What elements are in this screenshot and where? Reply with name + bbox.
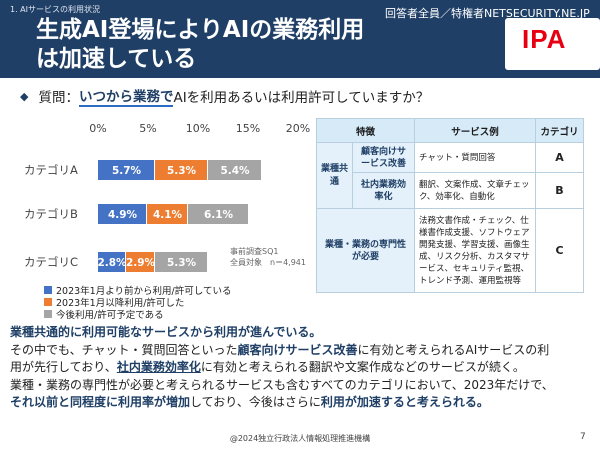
legend-label: 2023年1月より前から利用/許可している [56,286,232,297]
legend-item: 2023年1月より前から利用/許可している [44,284,232,297]
service-table: 特徴 サービス例 カテゴリ 業種共通 顧客向けサービス改善 チャット・質問回答 … [316,118,584,293]
question-suffix: AIを利用あるいは利用許可していますか？ [173,90,430,106]
summary-line-4: 業種・業務の専門性が必要と考えられるサービスも含むすべてのカテゴリにおいて、20… [10,377,590,395]
summary-emphasis: 利用が加速すると考えられる。 [320,395,489,409]
header-service-example: サービス例 [414,118,536,143]
bar-segment [147,204,187,224]
legend-label: 今後利用/許可予定である [56,310,164,321]
question-emphasis: いつから業務で [78,85,174,107]
example-cell: 法務文書作成・チェック、仕様書作成支援、ソフトウェア開発支援、学習支援、画像生成… [414,208,536,293]
bar-segment [98,252,125,272]
question: ◆ 質問： いつから業務で AIを利用あるいは利用許可していますか？ [20,85,430,107]
legend-label: 2023年1月以降利用/許可した [56,298,185,309]
question-prefix: 質問： [38,90,79,106]
data-label: 2.8% [97,257,127,269]
bar-segment [126,252,154,272]
x-tick-label: 10% [186,122,210,135]
summary-text-part: に有効と考えられるAIサービスの利 [357,342,550,357]
stacked-bar-chart: 0% 5% 10% 15% 20% カテゴリA 5.7% 5.3% 5.4% カテゴリB 4.9% 4… [0,112,310,286]
summary-text: 業種共通的に利用可能なサービスから利用が進んでいる。 その中でも、チャット・質問… [10,324,590,412]
summary-line-5: それ以前と同程度に利用率が増加しており、今後はさらに利用が加速すると考えられる。 [10,394,590,412]
summary-text-part: 業種・業務の専門性が必要と考えられるサービスも含むすべてのカテゴリにおいて、20… [10,377,554,392]
survey-note-line1: 事前調査SQ1 [230,247,279,256]
data-label: 5.7% [112,165,142,177]
summary-emphasis: 顧客向けサービス改善 [237,342,358,357]
example-cell: 翻訳、文案作成、文章チェック、効率化、自動化 [414,172,536,209]
legend-swatch-blue [44,286,52,294]
x-tick-label: 0% [89,122,106,135]
x-tick-label: 15% [236,122,260,135]
legend-item: 2023年1月以降利用/許可した [44,296,231,309]
table-row: 社内業務効率化 翻訳、文案作成、文章チェック、効率化、自動化 B [317,172,584,209]
bar-segment [98,204,146,224]
data-label: 6.1% [204,209,234,221]
summary-text-part: に有効と考えられる翻訳や文案作成などのサービスが続く。 [200,360,525,374]
data-label: 5.4% [220,165,250,177]
data-label: 4.9% [108,209,138,221]
diamond-bullet-icon: ◆ [20,89,29,103]
table-header-row: 特徴 サービス例 カテゴリ [316,118,584,143]
category-label: カテゴリC [24,255,78,269]
section-label: 1. AIサービスの利用状況 [10,5,101,14]
x-tick-label: 5% [139,122,156,135]
feature-cell: 顧客向けサービス改善 [352,142,415,173]
category-label: カテゴリB [24,207,78,221]
table-row: 業種・業務の専門性が必要 法務文書作成・チェック、仕様書作成支援、ソフトウェア開… [316,208,584,293]
slide-title: 生成AI登場によりAIの業務利用は加速している [36,17,365,72]
category-cell: A [535,142,584,173]
bar-segment [188,204,248,224]
survey-note-line2: 全員対象 n＝4,941 [230,258,306,267]
logo-background [505,18,600,70]
service-table-wrap: 特徴 サービス例 カテゴリ 業種共通 顧客向けサービス改善 チャット・質問回答 … [316,118,584,293]
footer-copyright: @2024独立行政法人情報処理推進機構 [229,434,371,443]
data-label: 5.3% [167,165,197,177]
summary-lead: 業種共通的に利用可能なサービスから利用が進んでいる。 [10,325,322,339]
bar-segment [208,160,261,180]
example-cell: チャット・質問回答 [414,142,536,173]
category-cell: B [535,172,584,209]
data-label: 4.1% [153,209,183,221]
chart-legend: 2023年1月より前から利用/許可している 2023年1月以降利用/許可した 今… [44,284,232,321]
summary-line-2: その中でも、チャット・質問回答といった顧客向けサービス改善に有効と考えられるAI… [10,342,590,360]
watermark-text: 回答者全員／特権者NETSECURITY.NE.JP [385,7,590,20]
feature-cell: 業種・業務の専門性が必要 [316,208,415,293]
summary-text-part: 用が先行しており、 [10,360,117,374]
summary-line-1: 業種共通的に利用可能なサービスから利用が進んでいる。 [10,324,590,342]
bar-segment [98,160,154,180]
header-category: カテゴリ [535,118,584,143]
survey-note: 事前調査SQ1 全員対象 n＝4,941 [230,246,306,268]
bar-segment [155,252,207,272]
group-common: 業種共通 [316,142,353,209]
page-number: 7 [580,432,586,442]
data-label: 2.9% [126,257,156,269]
header-band: 1. AIサービスの利用状況 生成AI登場によりAIの業務利用は加速している 回… [0,0,600,78]
bar-segment [155,160,207,180]
legend-swatch-gray [44,310,52,318]
summary-emphasis: 社内業務効率化 [116,360,201,374]
x-tick-label: 20% [286,122,310,135]
category-label: カテゴリA [24,163,78,177]
data-label: 5.3% [167,257,197,269]
ipa-logo: IPA [522,24,567,54]
summary-line-3: 用が先行しており、社内業務効率化に有効と考えられる翻訳や文案作成などのサービスが… [10,359,590,377]
legend-item: 今後利用/許可予定である [44,308,231,321]
header-feature: 特徴 [316,118,415,143]
chart-svg: 0% 5% 10% 15% 20% カテゴリA 5.7% 5.3% 5.4% カテゴリB 4.9% 4… [24,122,310,272]
table-row: 業種共通 顧客向けサービス改善 チャット・質問回答 A [316,142,584,209]
summary-text-part: しており、今後はさらに [190,395,321,409]
summary-emphasis: それ以前と同程度に利用率が増加 [10,395,191,409]
legend-swatch-orange [44,298,52,306]
summary-text-part: その中でも、チャット・質問回答といった [10,342,238,357]
category-cell: C [535,208,584,293]
feature-cell: 社内業務効率化 [352,172,415,209]
